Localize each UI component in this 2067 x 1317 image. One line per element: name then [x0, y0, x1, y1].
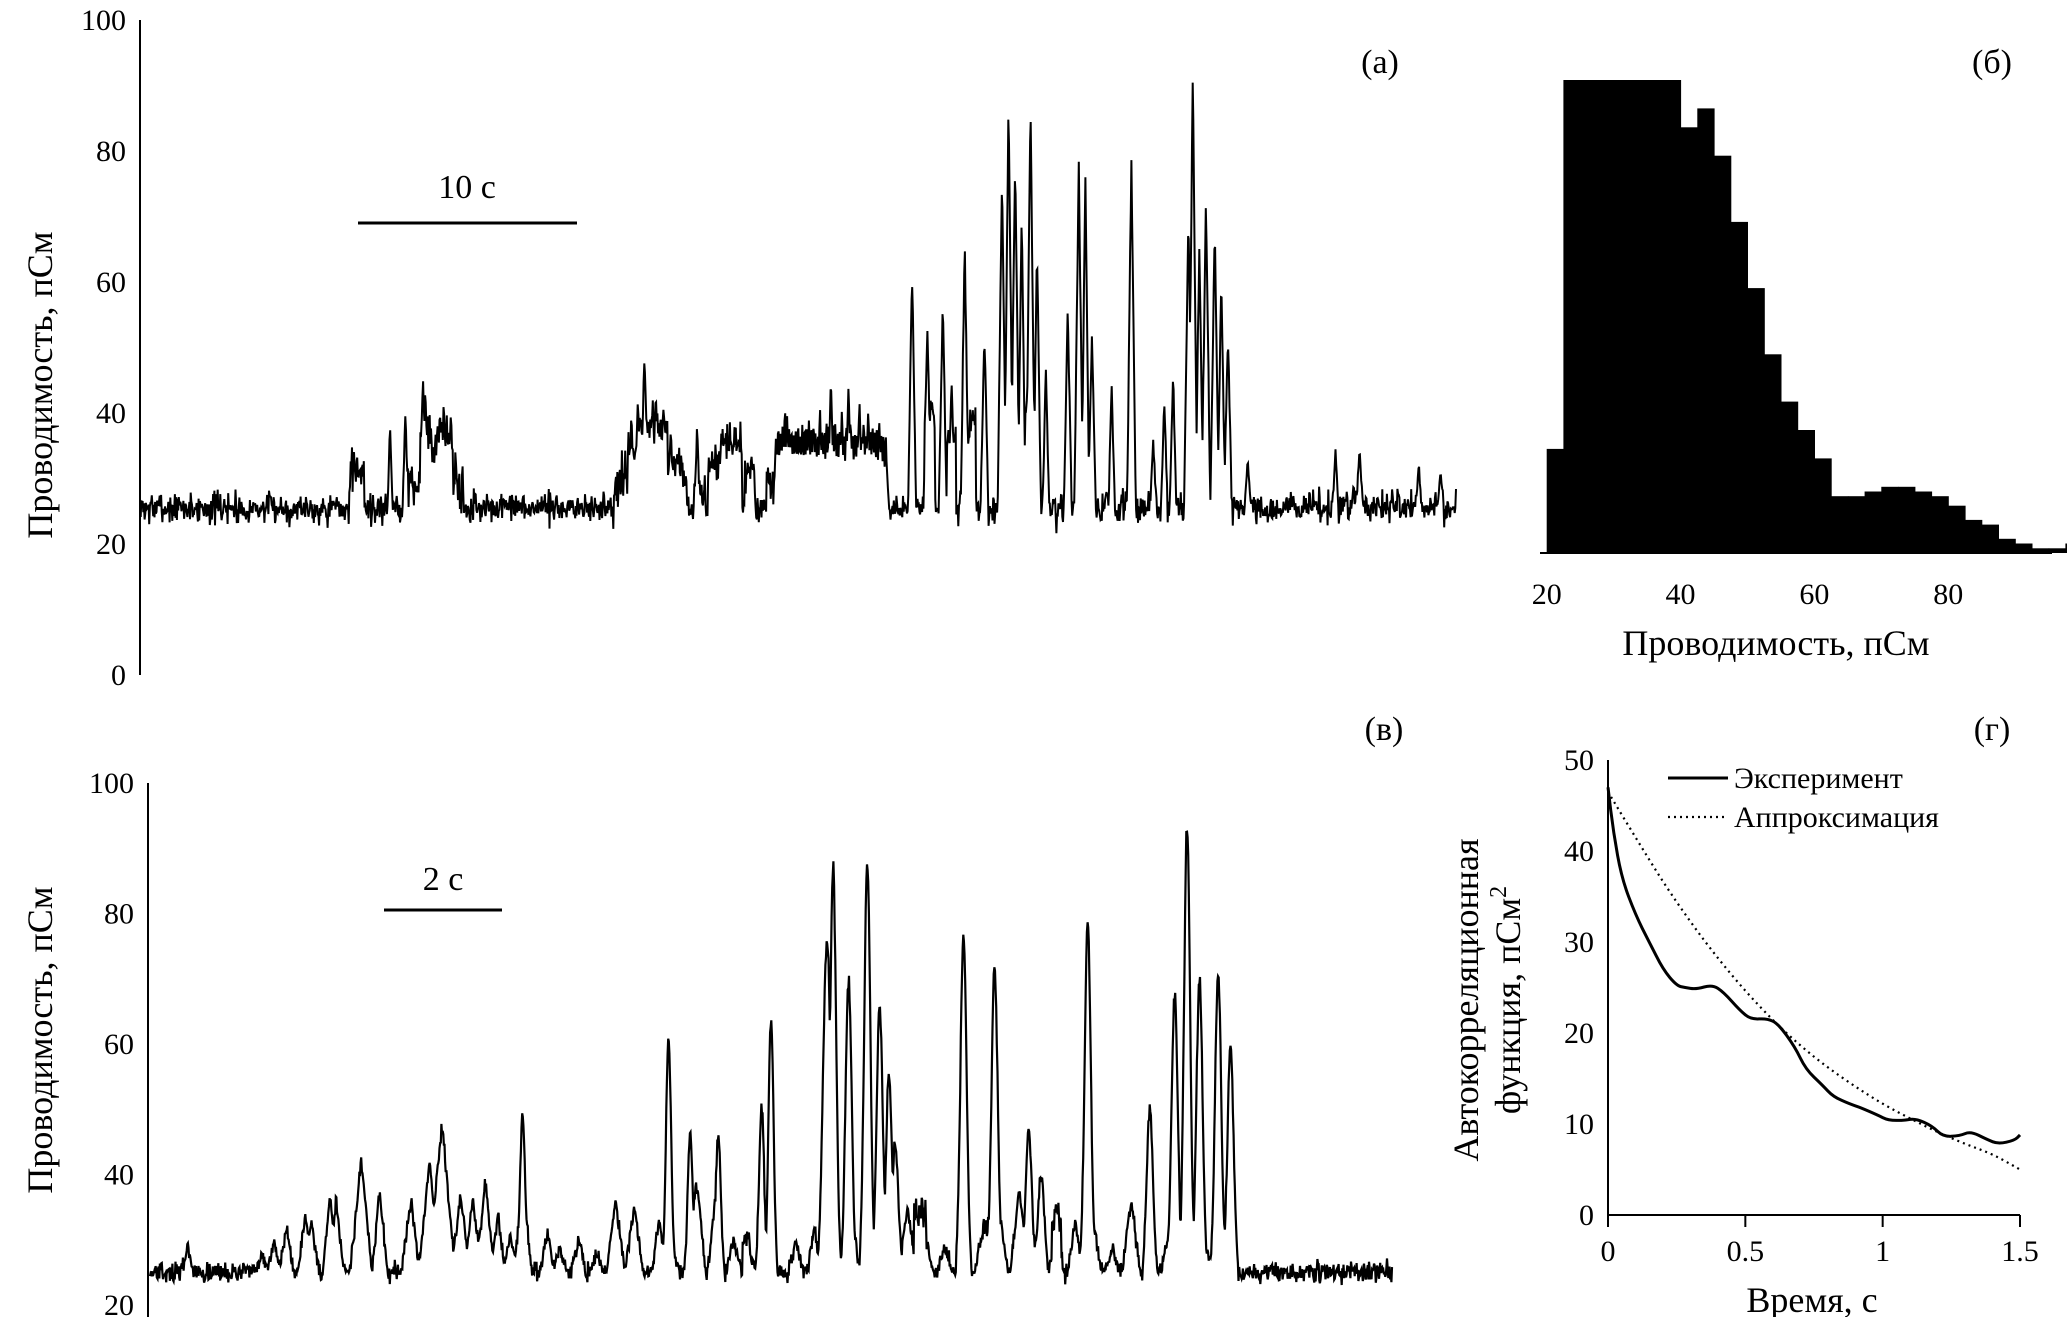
ytick-label: 80 [104, 898, 134, 931]
xtick-label: 1 [1875, 1235, 1890, 1268]
panel-a-yticks: 0 20 40 60 80 100 [81, 4, 126, 692]
panel-g-xticks: 0 0.5 1 1.5 [1601, 1215, 2039, 1268]
panel-b-xticks: 20 40 60 80 [1532, 578, 1964, 611]
histogram-bar [2015, 543, 2033, 553]
ytick-label: 40 [96, 397, 126, 430]
panel-b-label: (б) [1972, 44, 2012, 81]
xtick-label: 20 [1532, 578, 1562, 611]
ytick-label: 20 [96, 528, 126, 561]
ytick-label: 20 [104, 1289, 134, 1317]
histogram-bar [1714, 155, 1732, 553]
ytick-label: 0 [1579, 1199, 1594, 1232]
panel-g-series-approximation [1607, 791, 2021, 1171]
histogram-bar [1831, 496, 1849, 553]
histogram-bar [1563, 80, 1581, 553]
ytick-label: 30 [1564, 926, 1594, 959]
ytick-label: 60 [96, 266, 126, 299]
panel-g-yticks: 0 10 20 30 40 50 [1564, 744, 1594, 1232]
histogram-bar [1580, 80, 1598, 553]
histogram-bar [1898, 486, 1916, 553]
xtick-label: 60 [1799, 578, 1829, 611]
panel-v-yticks: 20 40 60 80 100 [89, 767, 134, 1317]
panel-a-scale-label: 10 с [438, 169, 496, 206]
panel-g-label: (г) [1974, 711, 2011, 748]
panel-a-ylabel: Проводимость, пСм [20, 231, 60, 538]
ytick-label: 50 [1564, 744, 1594, 777]
ytick-label: 80 [96, 135, 126, 168]
panel-v-trace-line [148, 830, 1394, 1286]
xtick-label: 0 [1601, 1235, 1616, 1268]
histogram-bar [1647, 80, 1665, 553]
histogram-bar [1847, 496, 1866, 553]
panel-g-legend-approximation: Аппроксимация [1734, 801, 1939, 834]
histogram-bar [1697, 108, 1715, 554]
ytick-label: 40 [1564, 835, 1594, 868]
histogram-bar [1797, 430, 1815, 553]
ytick-label: 40 [104, 1159, 134, 1192]
histogram-bar [1663, 80, 1682, 553]
histogram-bar [1764, 354, 1782, 553]
histogram-bar [1780, 401, 1799, 553]
panel-b-xlabel: Проводимость, пСм [1622, 623, 1929, 663]
histogram-bar [2048, 548, 2066, 553]
xtick-label: 0.5 [1727, 1235, 1765, 1268]
panel-g-series-experiment [1606, 787, 2022, 1145]
panel-g-ylabel-line1: Автокорреляционная [1446, 838, 1486, 1161]
xtick-label: 80 [1933, 578, 1963, 611]
histogram-bar [1630, 80, 1648, 553]
histogram-bar [1914, 491, 1933, 553]
histogram-bar [1730, 221, 1748, 553]
ytick-label: 100 [81, 4, 126, 37]
panel-b-bars [1546, 80, 2067, 554]
panel-v-label: (в) [1365, 711, 1404, 748]
xtick-label: 40 [1666, 578, 1696, 611]
histogram-bar [1931, 496, 1949, 553]
histogram-bar [1965, 519, 1983, 553]
panel-g-legend-experiment: Эксперимент [1734, 762, 1903, 795]
panel-b-histogram: 20 40 60 80 Проводимость, пСм (б) [1532, 44, 2067, 663]
histogram-bar [2031, 548, 2050, 553]
panel-g-xlabel: Время, с [1746, 1280, 1877, 1317]
ytick-label: 60 [104, 1028, 134, 1061]
panel-g-autocorrelation: Автокорреляционная функция, пСм2 0102030… [1446, 711, 2039, 1317]
panel-a-trace: Проводимость, пСм 0 20 40 60 80 100 10 с (а) [20, 4, 1457, 692]
panel-a-label: (а) [1361, 44, 1399, 81]
histogram-bar [1814, 458, 1832, 553]
histogram-bar [1747, 288, 1765, 553]
histogram-bar [1881, 486, 1899, 553]
panel-a-trace-line [139, 82, 1457, 534]
histogram-bar [1981, 524, 1999, 553]
panel-v-trace: Проводимость, пСм 20 40 60 80 100 2 с (в) [20, 711, 1403, 1317]
panel-g-ylabel-line2: функция, пСм2 [1486, 886, 1528, 1114]
ytick-label: 0 [111, 659, 126, 692]
histogram-bar [1998, 538, 2016, 553]
histogram-bar [1613, 80, 1631, 553]
xtick-label: 1.5 [2001, 1235, 2039, 1268]
histogram-bar [1864, 491, 1882, 553]
ytick-label: 100 [89, 767, 134, 800]
panel-v-ylabel: Проводимость, пСм [20, 886, 60, 1193]
histogram-bar [1596, 80, 1615, 553]
histogram-bar [1546, 448, 1564, 553]
histogram-bar [1680, 127, 1698, 554]
ytick-label: 20 [1564, 1017, 1594, 1050]
histogram-bar [2065, 543, 2067, 553]
panel-v-scale-label: 2 с [423, 861, 464, 898]
ytick-label: 10 [1564, 1108, 1594, 1141]
histogram-bar [1948, 505, 1966, 553]
